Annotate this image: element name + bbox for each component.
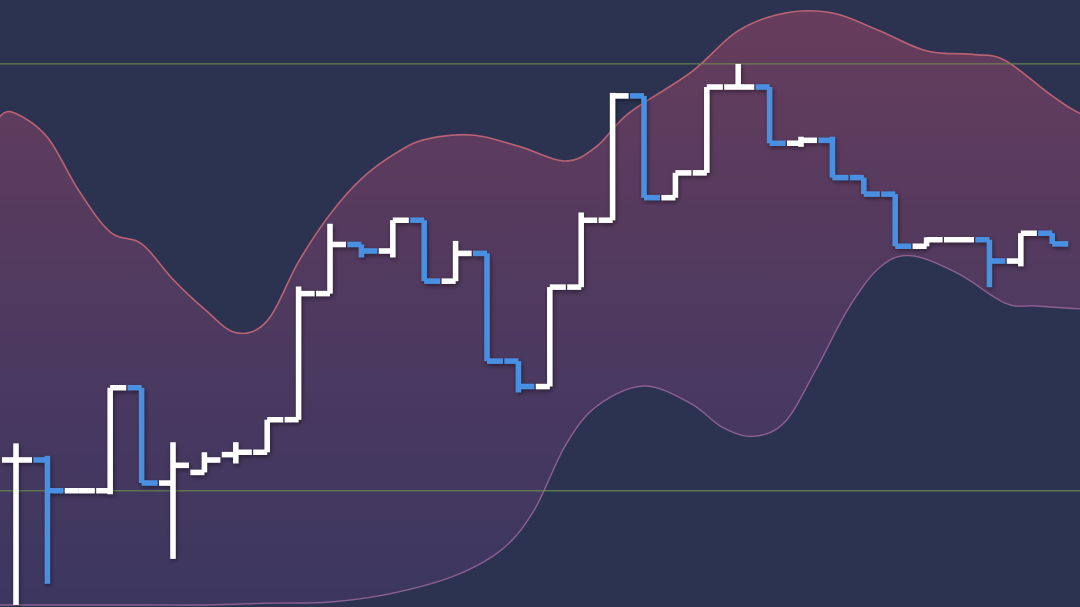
band-fill xyxy=(0,10,1080,606)
ohlc-bar-down xyxy=(755,84,786,146)
ohlc-bar-up xyxy=(692,84,723,176)
ohlc-bar-down xyxy=(881,191,912,249)
ohlc-bar-up xyxy=(598,92,629,223)
ohlc-bar-up xyxy=(724,63,755,90)
ohlc-bar-down xyxy=(347,241,378,258)
ohlc-bar-up xyxy=(221,442,252,464)
ohlc-bar-up xyxy=(284,286,315,423)
ohlc-bar-up xyxy=(190,452,221,476)
ohlc-bar-up xyxy=(316,223,346,297)
ohlc-bar-up xyxy=(1006,230,1037,267)
ohlc-bar-down xyxy=(127,384,158,486)
ohlc-bar-down xyxy=(33,455,64,584)
ohlc-bar-up xyxy=(159,442,189,559)
envelope-band xyxy=(0,9,1080,606)
ohlc-bar-up xyxy=(567,212,598,290)
band-upper-line xyxy=(0,9,1080,335)
ohlc-bar-down xyxy=(410,217,441,284)
ohlc-bar-down xyxy=(473,250,503,364)
ohlc-bar-up xyxy=(2,443,32,605)
ohlc-bar-up xyxy=(378,217,409,258)
ohlc-bar-up xyxy=(661,170,692,201)
reference-lines xyxy=(0,63,1080,492)
ohlc-bar-down xyxy=(1038,230,1069,247)
ohlc-bar-down xyxy=(975,236,1006,288)
ohlc-bar-down xyxy=(630,93,660,201)
ohlc-bar-up xyxy=(253,416,284,456)
ohlc-bar-down xyxy=(818,136,849,181)
ohlc-bar-up xyxy=(912,236,943,249)
ohlc-bar-up xyxy=(787,136,817,147)
ohlc-bars xyxy=(2,63,1069,605)
ohlc-bar-up xyxy=(441,240,472,284)
ohlc-bar-up xyxy=(96,384,127,495)
band-lower-line xyxy=(0,254,1080,606)
ohlc-bar-down xyxy=(849,174,880,197)
ohlc-bar-down xyxy=(504,358,535,393)
ohlc-bar-up xyxy=(535,284,566,390)
